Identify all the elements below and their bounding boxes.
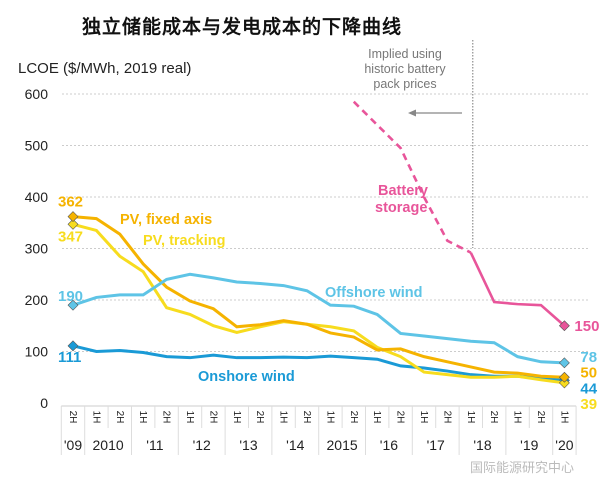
x-year-label: '20 <box>555 437 573 453</box>
series-line <box>72 222 565 385</box>
x-tick-label: 2H <box>488 411 499 424</box>
x-tick-label: 2H <box>254 411 265 424</box>
start-value-label: 190 <box>58 288 83 305</box>
data-point-marker <box>558 371 570 383</box>
x-tick-label: 2H <box>348 411 359 424</box>
series-line <box>469 252 566 327</box>
annotation-text: pack prices <box>373 77 436 91</box>
x-year-label: '17 <box>427 437 445 453</box>
y-tick-label: 100 <box>25 344 49 360</box>
start-value-label: 362 <box>58 194 83 211</box>
x-tick-label: 2H <box>67 411 78 424</box>
x-year-label: '11 <box>146 437 163 453</box>
annotation-text: Implied using <box>368 47 442 61</box>
x-tick-label: 1H <box>512 411 523 424</box>
series-label: storage <box>375 200 427 216</box>
x-tick-label: 2H <box>161 411 172 424</box>
x-tick-label: 2H <box>301 411 312 424</box>
y-tick-label: 600 <box>25 86 49 102</box>
x-tick-label: 1H <box>418 411 429 424</box>
end-value-label: 39 <box>580 396 597 413</box>
x-year-label: '19 <box>520 437 538 453</box>
x-tick-label: 1H <box>278 411 289 424</box>
x-tick-label: 2H <box>441 411 452 424</box>
x-year-label: '13 <box>239 437 257 453</box>
chart-title: 独立储能成本与发电成本的下降曲线 <box>82 16 403 38</box>
end-value-label: 44 <box>580 380 597 397</box>
start-value-label: 111 <box>58 349 81 366</box>
data-point-marker <box>558 320 570 332</box>
data-point-marker <box>67 299 79 311</box>
series-label: PV, tracking <box>143 233 225 249</box>
y-axis-label: LCOE ($/MWh, 2019 real) <box>18 60 192 77</box>
series-line <box>72 215 565 379</box>
series-line <box>72 344 565 382</box>
x-tick-label: 1H <box>231 411 242 424</box>
x-tick-label: 1H <box>184 411 195 424</box>
arrow-left-icon <box>408 109 416 117</box>
x-tick-label: 2H <box>114 411 125 424</box>
x-year-label: '18 <box>473 437 491 453</box>
data-point-marker <box>558 357 570 369</box>
series-label: Onshore wind <box>198 369 295 385</box>
x-year-label: 2010 <box>93 437 124 453</box>
end-value-label: 50 <box>580 364 597 381</box>
data-point-marker <box>67 211 79 222</box>
y-tick-label: 200 <box>25 292 49 308</box>
y-tick-label: 500 <box>25 138 49 154</box>
y-tick-label: 300 <box>25 241 49 257</box>
series-label: Battery <box>378 183 428 199</box>
x-tick-label: 1H <box>90 411 101 424</box>
end-value-label: 150 <box>574 318 599 335</box>
x-tick-label: 1H <box>465 411 476 424</box>
watermark: 国际能源研究中心 <box>470 461 575 476</box>
x-year-label: '09 <box>64 437 82 453</box>
y-tick-label: 0 <box>40 395 48 411</box>
data-point-marker <box>67 340 79 352</box>
y-tick-label: 400 <box>25 189 49 205</box>
series-label: PV, fixed axis <box>120 212 212 228</box>
end-value-label: 78 <box>580 349 597 366</box>
x-year-label: '14 <box>286 437 304 453</box>
x-tick-label: 1H <box>558 411 569 424</box>
x-year-label: 2015 <box>327 437 358 453</box>
x-tick-label: 2H <box>207 411 218 424</box>
x-tick-label: 1H <box>324 411 335 424</box>
x-tick-label: 2H <box>395 411 406 424</box>
series-label: Offshore wind <box>325 285 422 301</box>
annotation-text: historic battery <box>364 62 446 76</box>
x-tick-label: 1H <box>371 411 382 424</box>
x-year-label: '12 <box>193 437 211 453</box>
x-tick-label: 2H <box>535 411 546 424</box>
start-value-label: 347 <box>58 228 83 245</box>
series-line <box>72 272 565 365</box>
series-line-dashed <box>352 100 472 254</box>
x-tick-label: 1H <box>137 411 148 424</box>
data-point-marker <box>67 218 79 230</box>
data-point-marker <box>558 377 570 389</box>
x-year-label: '16 <box>380 437 398 453</box>
